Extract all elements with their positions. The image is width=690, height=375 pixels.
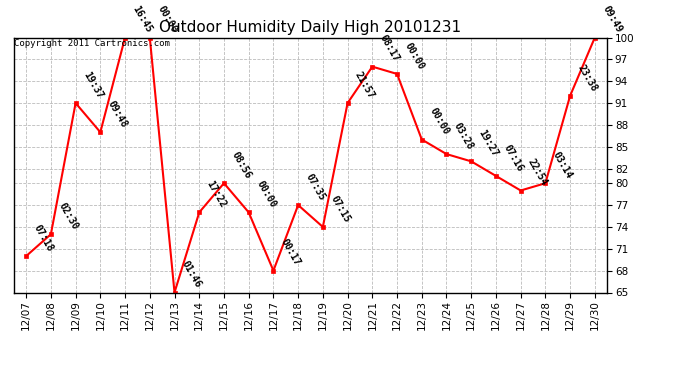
Text: Copyright 2011 Cartronics.com: Copyright 2011 Cartronics.com <box>14 39 170 48</box>
Text: 09:48: 09:48 <box>106 99 129 129</box>
Text: 22:54: 22:54 <box>526 157 549 188</box>
Text: 07:35: 07:35 <box>304 172 327 202</box>
Text: 19:27: 19:27 <box>477 128 500 159</box>
Text: 09:49: 09:49 <box>600 4 624 35</box>
Text: 00:00: 00:00 <box>254 179 277 210</box>
Text: 00:00: 00:00 <box>155 4 179 35</box>
Title: Outdoor Humidity Daily High 20101231: Outdoor Humidity Daily High 20101231 <box>159 20 462 35</box>
Text: 17:22: 17:22 <box>205 179 228 210</box>
Text: 07:18: 07:18 <box>32 223 55 253</box>
Text: 03:14: 03:14 <box>551 150 574 180</box>
Text: 16:45: 16:45 <box>130 4 154 35</box>
Text: 02:30: 02:30 <box>57 201 80 231</box>
Text: 00:17: 00:17 <box>279 237 302 268</box>
Text: 01:46: 01:46 <box>180 259 204 290</box>
Text: 07:16: 07:16 <box>502 143 525 173</box>
Text: 07:15: 07:15 <box>328 194 352 224</box>
Text: 03:28: 03:28 <box>452 121 475 151</box>
Text: 21:57: 21:57 <box>353 70 377 100</box>
Text: 19:37: 19:37 <box>81 70 104 100</box>
Text: 00:00: 00:00 <box>402 41 426 71</box>
Text: 08:17: 08:17 <box>378 33 401 64</box>
Text: 23:38: 23:38 <box>575 63 599 93</box>
Text: 08:56: 08:56 <box>230 150 253 180</box>
Text: 00:00: 00:00 <box>427 106 451 137</box>
